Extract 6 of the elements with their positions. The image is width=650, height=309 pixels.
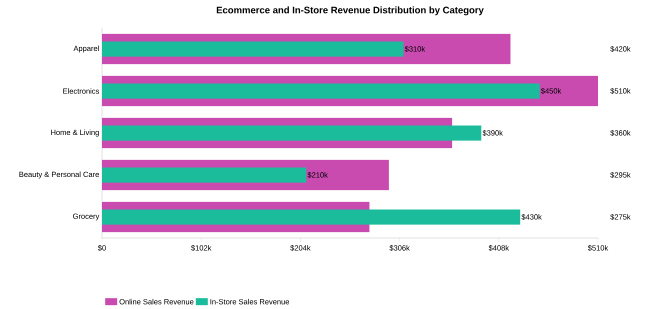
chart-title: Ecommerce and In-Store Revenue Distribution by Category bbox=[216, 6, 484, 16]
bar bbox=[102, 83, 540, 99]
bar bbox=[102, 125, 482, 141]
bar bbox=[102, 41, 404, 57]
bar bbox=[102, 209, 520, 225]
bar bbox=[102, 167, 306, 183]
